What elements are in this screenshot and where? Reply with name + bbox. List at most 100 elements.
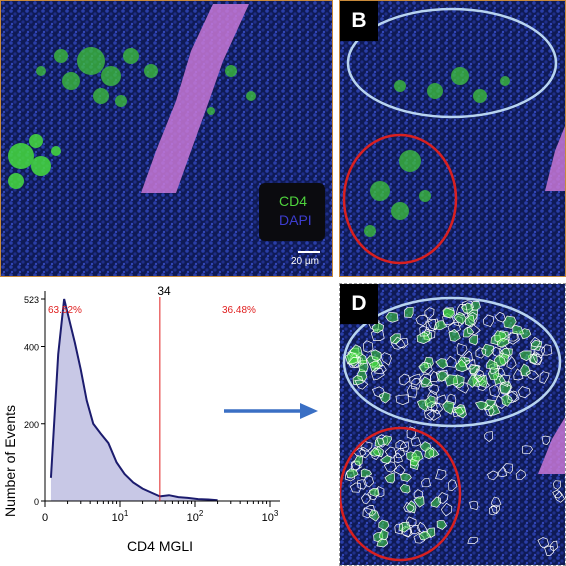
- cell-outline: [394, 464, 406, 476]
- cell-outline: [520, 363, 531, 377]
- cell-outline: [347, 357, 362, 368]
- cd4-cluster-lower: [8, 134, 61, 189]
- cell-outline: [426, 409, 442, 421]
- cell-outline: [424, 307, 435, 319]
- cell-outline: [381, 435, 392, 446]
- flow-arrow: [224, 403, 318, 419]
- tissue-image-d: [340, 284, 565, 565]
- tissue-image-a: [1, 1, 332, 276]
- cell-outline: [427, 318, 440, 331]
- blood-vessel: [545, 126, 565, 191]
- region-ellipse-top: [346, 7, 558, 119]
- threshold-value-label: 34: [157, 284, 171, 298]
- cell-outline: [475, 347, 487, 359]
- cell-outline: [466, 311, 478, 325]
- cell-outline: [425, 319, 437, 332]
- cell-outline: [490, 504, 500, 515]
- cell-outline: [512, 324, 524, 335]
- cell-outline: [349, 482, 361, 493]
- cell-outline: [486, 358, 499, 370]
- cell-outline: [419, 325, 431, 337]
- cell-outline: [503, 463, 514, 474]
- cell-outline: [469, 500, 479, 511]
- cell-outline: [369, 360, 381, 372]
- cell-outline: [533, 345, 545, 359]
- cell-outline: [360, 441, 373, 452]
- cell-outline: [403, 502, 415, 513]
- cell-outline: [353, 455, 363, 466]
- cell-outline: [409, 373, 422, 386]
- cell-outline: [440, 502, 453, 517]
- cell-outline: [456, 343, 468, 357]
- x-tick-label: 103: [262, 509, 279, 524]
- cell-outline: [437, 492, 449, 504]
- cell-outline: [468, 334, 478, 346]
- cell-outline: [385, 311, 399, 323]
- cell-outline: [532, 351, 543, 366]
- y-tick-label: 523: [24, 295, 39, 305]
- blood-vessel: [538, 417, 565, 474]
- cell-outline: [522, 445, 534, 455]
- cell-outline: [406, 426, 417, 440]
- cell-outline: [399, 373, 411, 386]
- cell-outline: [442, 307, 455, 319]
- cell-outline: [384, 472, 396, 484]
- cell-outline: [370, 349, 382, 362]
- cell-outline: [419, 441, 432, 453]
- cell-outline: [519, 350, 532, 362]
- cell-outline: [354, 379, 369, 390]
- cell-outline: [369, 488, 380, 497]
- blood-vessel: [141, 4, 249, 193]
- cell-outline: [484, 431, 493, 443]
- cell-outline: [390, 336, 406, 350]
- cd4-cluster-upper: [36, 47, 256, 115]
- cell-outline: [474, 400, 489, 411]
- cell-outline: [356, 479, 367, 490]
- cell-outline: [540, 344, 553, 356]
- cell-outline: [420, 477, 431, 488]
- segmented-cells: [344, 300, 565, 557]
- cell-outline: [431, 402, 444, 415]
- cell-outline: [370, 328, 385, 341]
- cell-outline: [360, 468, 373, 478]
- cell-outline: [496, 337, 510, 348]
- cell-outline: [378, 391, 391, 404]
- cell-outline: [541, 435, 551, 445]
- legend-dapi: DAPI: [279, 212, 312, 228]
- cell-outline: [553, 480, 561, 491]
- scale-bar: [298, 251, 320, 253]
- cell-outline: [455, 358, 469, 373]
- cell-outline: [384, 446, 397, 459]
- cell-outline: [415, 314, 429, 327]
- y-tick-label: 200: [24, 420, 39, 430]
- cell-outline: [467, 364, 480, 375]
- cell-outline: [400, 441, 410, 453]
- cell-outline: [435, 369, 449, 382]
- cell-outline: [418, 530, 432, 541]
- cell-outline: [406, 385, 418, 398]
- cell-outline: [455, 304, 468, 316]
- panel-b-regions: B: [339, 0, 566, 277]
- cell-outline: [389, 333, 401, 345]
- cell-outline: [503, 315, 517, 329]
- cell-outline: [376, 538, 389, 548]
- cell-outline: [529, 352, 543, 366]
- cell-outline: [371, 321, 384, 334]
- cell-outline: [430, 496, 442, 508]
- x-axis-label: CD4 MGLI: [127, 538, 193, 554]
- cell-outline: [501, 393, 513, 407]
- cell-outline: [395, 394, 409, 405]
- cell-outline: [363, 475, 375, 488]
- scale-bar-label: 20 µm: [291, 256, 319, 267]
- cell-outline: [435, 358, 449, 370]
- cell-outline: [413, 496, 425, 508]
- panel-label-d: D: [340, 284, 378, 324]
- cell-outline: [433, 320, 448, 331]
- cell-outline: [455, 382, 469, 394]
- cell-outline: [515, 469, 526, 480]
- x-tick-label: 101: [112, 509, 129, 524]
- panel-label-b: B: [340, 1, 378, 41]
- cell-outline: [378, 519, 390, 531]
- cell-outline: [554, 491, 565, 503]
- cell-outline: [380, 352, 392, 366]
